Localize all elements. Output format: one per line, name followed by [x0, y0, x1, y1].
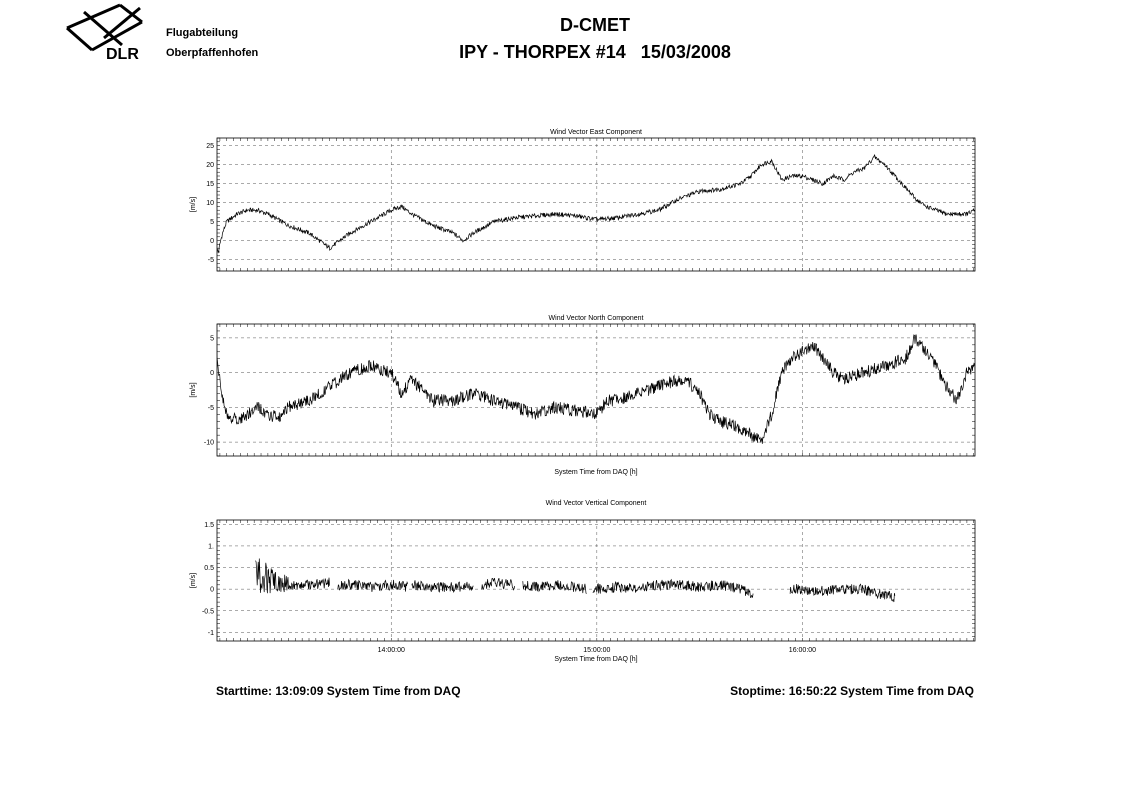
plot-frame — [216, 137, 976, 272]
y-tick-label: 1.5 — [204, 522, 214, 529]
y-tick-label: 0 — [210, 587, 214, 594]
page-title: D-CMET — [560, 15, 630, 35]
logo-stroke — [83, 10, 123, 47]
stop-time-label: Stoptime: 16:50:22 System Time from DAQ — [730, 684, 974, 698]
series-line — [217, 153, 975, 254]
chart-title: Wind Vector North Component — [549, 315, 644, 322]
y-tick-label: -1 — [208, 630, 214, 637]
series-line — [522, 580, 587, 594]
y-tick-label: 1. — [208, 543, 214, 550]
y-tick-label: 25 — [206, 143, 214, 150]
y-tick-label: 5 — [210, 335, 214, 342]
y-axis-label: [m/s] — [190, 573, 197, 588]
series-line — [592, 578, 754, 599]
logo-stroke — [66, 26, 93, 52]
y-tick-label: 0 — [210, 370, 214, 377]
logo-stroke — [66, 3, 121, 30]
x-tick-label: 14:00:00 — [378, 647, 405, 654]
logo-text: DLR — [106, 46, 139, 62]
y-tick-label: -5 — [208, 405, 214, 412]
page-subtitle: IPY - THORPEX #14 15/03/2008 — [459, 42, 731, 62]
y-tick-label: 10 — [206, 200, 214, 207]
chart-title: Wind Vector Vertical Component — [546, 500, 647, 507]
x-tick-label: 15:00:00 — [583, 647, 610, 654]
logo-stroke — [103, 6, 141, 40]
y-tick-label: 0.5 — [204, 565, 214, 572]
y-tick-label: 20 — [206, 162, 214, 169]
y-tick-label: -10 — [204, 440, 214, 447]
series-line — [337, 578, 409, 592]
y-tick-label: -5 — [208, 257, 214, 264]
series-line — [481, 577, 515, 591]
chart-title: Wind Vector East Component — [550, 129, 642, 136]
logo-stroke — [119, 3, 143, 24]
plot-frame — [216, 323, 976, 457]
y-axis-label: [m/s] — [190, 382, 197, 397]
series-line — [411, 580, 474, 594]
series-line — [789, 583, 896, 603]
series-line — [217, 334, 975, 444]
y-tick-label: 0 — [210, 238, 214, 245]
logo-stroke — [91, 20, 143, 52]
x-axis-label: System Time from DAQ [h] — [554, 469, 637, 476]
y-tick-label: -0.5 — [202, 608, 214, 615]
y-tick-label: 15 — [206, 181, 214, 188]
plot-frame — [216, 519, 976, 642]
y-axis-label: [m/s] — [190, 197, 197, 212]
org-line-2: Oberpfaffenhofen — [166, 47, 259, 59]
x-axis-label: System Time from DAQ [h] — [554, 656, 637, 663]
dlr-logo: DLR — [66, 3, 143, 62]
start-time-label: Starttime: 13:09:09 System Time from DAQ — [216, 684, 461, 698]
org-line-1: Flugabteilung — [166, 27, 239, 39]
y-tick-label: 5 — [210, 219, 214, 226]
series-line — [255, 558, 330, 594]
x-tick-label: 16:00:00 — [789, 647, 816, 654]
